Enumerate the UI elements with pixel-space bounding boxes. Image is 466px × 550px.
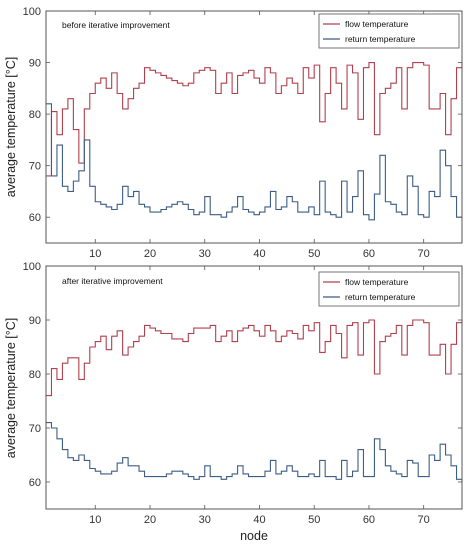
top-y-ticks: 60 70 80 90 100 (23, 6, 462, 224)
top-x-tick-label: 40 (253, 248, 265, 260)
bottom-x-tick-label: 10 (89, 514, 101, 526)
bottom-y-tick-label: 60 (29, 477, 41, 489)
bottom-y-axis-label: average temperature [°C] (4, 318, 18, 459)
bottom-x-tick-label: 40 (253, 514, 265, 526)
top-y-tick-label: 70 (29, 161, 41, 173)
bottom-return-line (46, 422, 463, 482)
top-x-tick-label: 20 (144, 248, 156, 260)
bottom-x-tick-label: 70 (418, 514, 430, 526)
bottom-y-ticks: 60 70 80 90 100 (23, 261, 462, 489)
bottom-x-tick-label: 20 (144, 514, 156, 526)
top-y-tick-label: 100 (23, 6, 41, 18)
top-legend-flow-label: flow temperature (345, 19, 409, 29)
bottom-series-return (46, 422, 463, 482)
bottom-legend-box (318, 271, 460, 307)
top-legend: flow temperature return temperature (318, 13, 460, 49)
top-x-ticks: 10 20 30 40 50 60 70 (89, 11, 430, 260)
top-x-tick-label: 50 (308, 248, 320, 260)
top-annotation: before iterative improvement (62, 20, 170, 30)
top-panel: 10 20 30 40 50 60 70 60 70 80 90 100 before iterat… (4, 6, 463, 260)
bottom-x-tick-label: 30 (199, 514, 211, 526)
top-flow-line (46, 62, 463, 177)
bottom-annotation: after iterative improvement (62, 276, 163, 286)
top-legend-box (318, 13, 460, 49)
bottom-y-tick-label: 80 (29, 369, 41, 381)
bottom-x-tick-label: 60 (363, 514, 375, 526)
top-return-line (46, 103, 462, 221)
top-series-flow (46, 62, 463, 177)
top-y-axis-label: average temperature [°C] (4, 57, 18, 198)
bottom-y-tick-label: 100 (23, 261, 41, 273)
bottom-series-flow (46, 319, 463, 397)
bottom-y-tick-label: 90 (29, 315, 41, 327)
bottom-flow-line (46, 319, 463, 397)
top-plot-frame (45, 10, 463, 244)
top-x-tick-label: 60 (363, 248, 375, 260)
top-y-tick-label: 90 (29, 58, 41, 70)
top-series-return (46, 103, 462, 221)
bottom-x-ticks: 10 20 30 40 50 60 70 (89, 266, 430, 526)
top-legend-return-label: return temperature (345, 34, 416, 44)
bottom-legend-flow-label: flow temperature (345, 277, 409, 287)
bottom-plot-frame (45, 265, 463, 510)
bottom-x-tick-label: 50 (308, 514, 320, 526)
bottom-x-axis-label: node (240, 529, 268, 543)
top-y-tick-label: 60 (29, 212, 41, 224)
bottom-legend: flow temperature return temperature (318, 271, 460, 307)
bottom-legend-return-label: return temperature (345, 292, 416, 302)
bottom-panel: 10 20 30 40 50 60 70 60 70 80 90 100 after iterati… (4, 261, 463, 543)
top-y-tick-label: 80 (29, 109, 41, 121)
top-x-tick-label: 30 (199, 248, 211, 260)
top-x-tick-label: 10 (89, 248, 101, 260)
bottom-y-tick-label: 70 (29, 423, 41, 435)
top-x-tick-label: 70 (418, 248, 430, 260)
